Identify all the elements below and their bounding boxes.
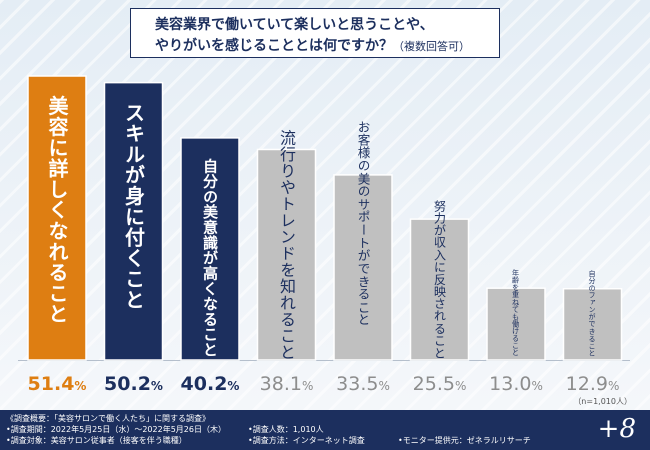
brand-logo: +8: [597, 414, 636, 444]
title-line-2: やりがいを感じることとは何ですか？（複数回答可）: [155, 35, 470, 55]
title-question: やりがいを感じることとは何ですか？: [155, 38, 393, 54]
bar-8: [562, 287, 623, 361]
bar-2: [103, 81, 164, 361]
value-label-2: 50.2%: [104, 373, 163, 395]
survey-count: •調査人数：1,010人: [248, 425, 324, 434]
value-label-8: 12.9%: [566, 373, 620, 395]
title-line-1: 美容業界で働いていて楽しいと思うことや、: [155, 17, 434, 33]
bar-7: [486, 287, 546, 361]
category-label-5: お客様の美のサポートができること: [356, 120, 371, 326]
category-label-8: 自分のファンができること: [588, 269, 597, 356]
bar-chart: 美容に詳しくなれること 51.4% スキルが身に付くこと 50.2% 自分の美意識が高く…: [18, 75, 632, 406]
value-label-3: 40.2%: [181, 373, 240, 395]
bar-3: [180, 137, 240, 361]
category-label-1: 美容に詳しくなれること: [45, 94, 69, 323]
category-label-2: スキルが身に付くこと: [122, 102, 146, 309]
monitor-provider: •モニター提供元：ゼネラルリサーチ: [398, 436, 531, 445]
title-note: （複数回答可）: [393, 40, 470, 53]
survey-method: •調査方法：インターネット調査: [248, 436, 365, 445]
survey-target: •調査対象：美容サロン従事者（接客を伴う職種）: [6, 436, 187, 445]
category-label-4: 流行りやトレンドを知れること: [277, 130, 296, 361]
footer: 《調査概要：「美容サロンで働く人たち」に関する調査》 •調査期間：2022年5月…: [0, 410, 650, 450]
category-label-3: 自分の美意識が高くなること: [201, 157, 219, 357]
category-label-6: 努力が収入に反映されること: [433, 198, 447, 358]
survey-period: •調査期間：2022年5月25日（水）〜2022年5月26日（木）: [6, 425, 226, 434]
sample-size-note: （n=1,010人）: [573, 397, 632, 406]
value-label-4: 38.1%: [260, 373, 314, 395]
bar-6: [409, 218, 470, 361]
category-label-7: 年齢を重ねても働けること: [512, 269, 521, 357]
bar-5: [333, 174, 393, 361]
survey-overview: 《調査概要：「美容サロンで働く人たち」に関する調査》: [6, 414, 210, 423]
value-label-5: 33.5%: [336, 373, 390, 395]
value-label-7: 13.0%: [489, 373, 543, 395]
bar-1: [27, 75, 87, 361]
bar-4: [256, 148, 317, 361]
title-box: 美容業界で働いていて楽しいと思うことや、 やりがいを感じることとは何ですか？（複…: [130, 8, 500, 58]
value-label-6: 25.5%: [413, 373, 467, 395]
value-label-1: 51.4%: [28, 373, 87, 395]
